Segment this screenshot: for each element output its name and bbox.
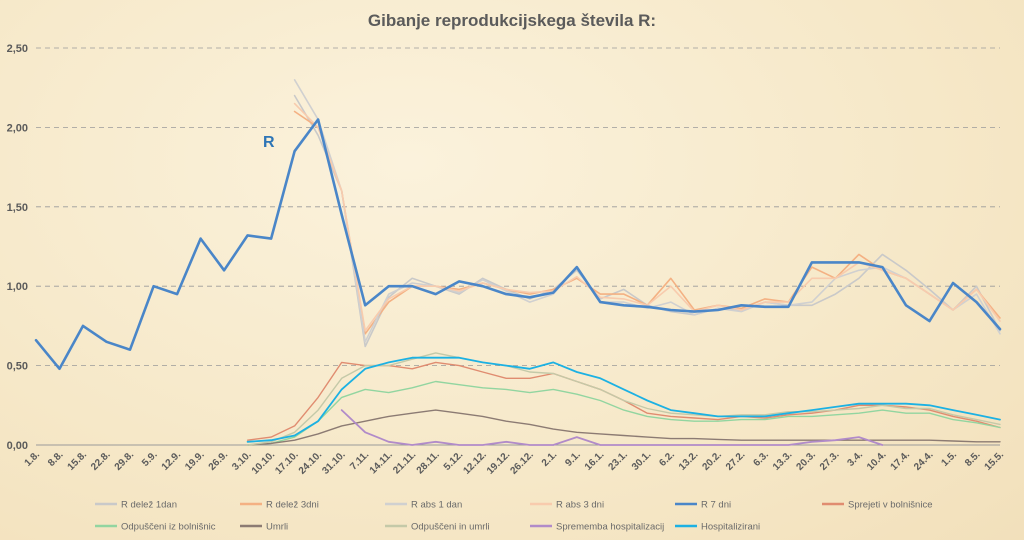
- x-tick-label: 1.5.: [940, 449, 960, 469]
- x-tick-label: 23.1.: [606, 449, 630, 473]
- gridlines: [36, 47, 1000, 446]
- series-line-4: [34, 118, 1002, 371]
- x-tick-label: 3.4.: [845, 449, 865, 469]
- legend-label: R 7 dni: [701, 500, 731, 511]
- legend-label: Hospitalizirani: [701, 522, 760, 533]
- series-line-8: [246, 352, 1001, 446]
- x-tick-label: 31.10.: [320, 449, 348, 477]
- x-tick-label: 19.12.: [485, 449, 513, 477]
- legend-label: Sprejeti v bolnišnice: [848, 500, 933, 511]
- y-axis: 0,00 0,50 1,00 1,50 2,00 2,50: [7, 43, 28, 452]
- chart-title: Gibanje reprodukcijskega števila R:: [368, 11, 656, 30]
- y-tick-label: 2,00: [7, 122, 28, 134]
- x-tick-label: 10.4.: [865, 449, 889, 473]
- x-tick-label: 15.5.: [983, 449, 1007, 473]
- legend-label: R delež 1dan: [121, 500, 177, 511]
- legend-label: R abs 3 dni: [556, 500, 604, 511]
- legend-label: Sprememba hospitalizacij: [556, 522, 664, 533]
- x-tick-label: 26.12.: [508, 449, 536, 477]
- x-tick-label: 16.1.: [583, 449, 607, 473]
- series-line-1: [293, 110, 1001, 335]
- legend-label: Odpuščeni iz bolnišnic: [121, 522, 216, 533]
- x-tick-label: 20.3.: [795, 449, 819, 473]
- x-tick-label: 19.9.: [183, 449, 207, 473]
- x-tick-label: 8.5.: [963, 449, 983, 469]
- legend-label: Umrli: [266, 522, 288, 533]
- x-tick-label: 8.8.: [46, 449, 66, 469]
- y-tick-label: 0,00: [7, 440, 28, 452]
- series-line-6: [246, 380, 1001, 446]
- x-tick-label: 15.8.: [66, 449, 90, 473]
- series-line-2: [293, 79, 1001, 343]
- y-tick-label: 0,50: [7, 361, 28, 373]
- x-axis: 1.8. 8.8. 15.8. 22.8. 29.8. 5.9. 12.9. 19.9. 26.…: [23, 449, 1007, 477]
- legend-label: R delež 3dni: [266, 500, 319, 511]
- legend-label: R abs 1 dan: [411, 500, 462, 511]
- x-tick-label: 6.2.: [657, 449, 677, 469]
- x-tick-label: 26.9.: [207, 449, 231, 473]
- x-tick-label: 20.2.: [700, 449, 724, 473]
- x-tick-label: 28.11.: [415, 449, 442, 476]
- legend: R delež 1dan R delež 3dni R abs 1 dan R abs…: [95, 500, 933, 533]
- x-tick-label: 5.9.: [140, 449, 160, 469]
- x-tick-label: 12.12.: [461, 449, 489, 477]
- y-tick-label: 1,50: [7, 202, 28, 214]
- series-lines: [34, 79, 1002, 446]
- x-tick-label: 13.3.: [771, 449, 795, 473]
- r-annotation-label: R: [263, 134, 275, 151]
- x-tick-label: 21.11.: [391, 449, 418, 476]
- x-tick-label: 12.9.: [160, 449, 184, 473]
- x-tick-label: 29.8.: [113, 449, 137, 473]
- x-tick-label: 1.8.: [23, 449, 43, 469]
- series-line-9: [340, 409, 884, 446]
- x-tick-label: 22.8.: [89, 449, 113, 473]
- x-tick-label: 24.10.: [297, 449, 325, 477]
- x-tick-label: 17.10.: [273, 449, 301, 477]
- x-tick-label: 30.1.: [630, 449, 654, 473]
- series-line-3: [293, 102, 1001, 332]
- series-line-10: [246, 356, 1001, 443]
- y-tick-label: 1,00: [7, 281, 28, 293]
- x-tick-label: 27.2.: [724, 449, 748, 473]
- x-tick-label: 10.10.: [250, 449, 278, 477]
- x-tick-label: 13.2.: [677, 449, 701, 473]
- x-tick-label: 27.3.: [818, 449, 842, 473]
- x-tick-label: 6.3.: [751, 449, 771, 469]
- legend-label: Odpuščeni in umrli: [411, 522, 490, 533]
- series-line-7: [246, 409, 1001, 446]
- x-tick-label: 24.4.: [912, 449, 936, 473]
- y-tick-label: 2,50: [7, 43, 28, 55]
- x-tick-label: 2.1.: [540, 449, 560, 469]
- x-tick-label: 17.4.: [889, 449, 913, 473]
- x-tick-label: 9.1.: [563, 449, 583, 469]
- x-tick-label: 14.11.: [368, 449, 395, 476]
